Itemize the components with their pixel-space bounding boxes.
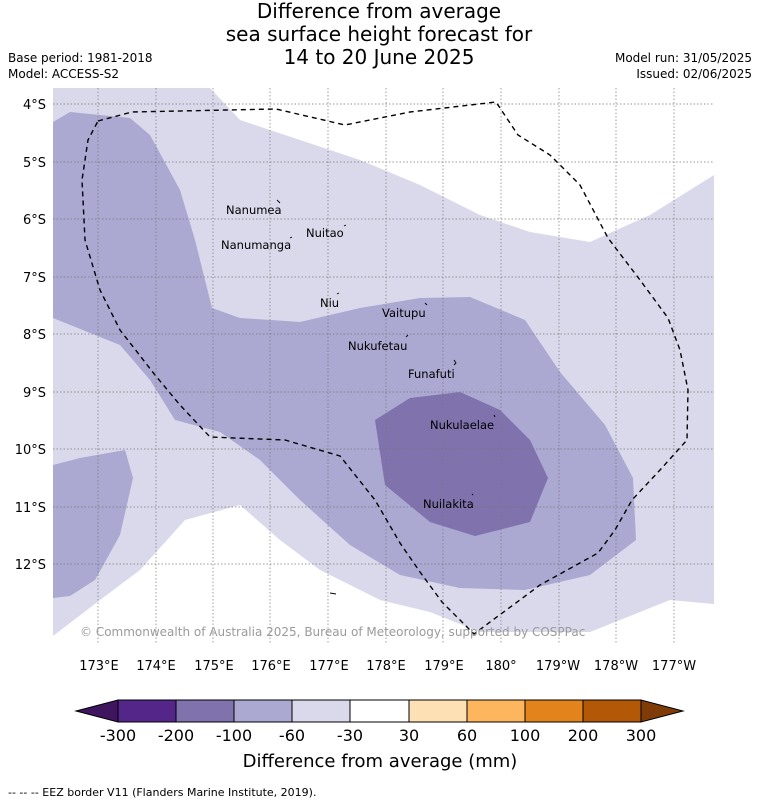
place-label: Nanumea	[226, 203, 282, 217]
lat-label: 8°S	[23, 328, 46, 343]
lon-label: 177°W	[652, 659, 696, 674]
lon-label: 176°E	[251, 659, 291, 674]
model-run: Model run: 31/05/2025	[614, 51, 752, 65]
place-label: Nukufetau	[348, 339, 407, 353]
colorbar-swatch	[117, 699, 177, 723]
issued-date: Issued: 02/06/2025	[636, 67, 752, 81]
colorbar-tick: -60	[279, 726, 305, 745]
lon-label: 180°	[485, 659, 516, 674]
colorbar-title: Difference from average (mm)	[243, 751, 518, 772]
colorbar-swatch	[349, 699, 410, 723]
contour-band-minus100-sw	[53, 450, 133, 598]
lat-label: 7°S	[23, 271, 46, 286]
place-label: Nuitao	[306, 226, 344, 240]
title-line-1: Difference from average	[256, 0, 502, 23]
meta-left: Base period: 1981-2018 Model: ACCESS-S2	[8, 50, 153, 82]
eez-border	[81, 101, 689, 635]
lat-label: 9°S	[23, 386, 46, 401]
colorbar-tick: -30	[337, 726, 363, 745]
lat-label: 4°S	[23, 98, 46, 113]
lat-label: 5°S	[23, 156, 46, 171]
lon-label: 175°E	[194, 659, 234, 674]
place-label: Vaitupu	[382, 306, 426, 320]
lat-label: 10°S	[15, 443, 46, 458]
colorbar-tick: -300	[100, 726, 136, 745]
lon-label: 178°W	[594, 659, 638, 674]
colorbar-swatch	[408, 699, 468, 723]
contour-band-minus200	[375, 392, 548, 536]
map-title: Difference from average sea surface heig…	[0, 0, 758, 69]
colorbar-swatch	[74, 699, 119, 723]
colorbar-tick: 60	[457, 726, 477, 745]
place-label: Niu	[320, 296, 339, 310]
lon-label: 179°E	[424, 659, 464, 674]
lon-label: 177°E	[309, 659, 349, 674]
colorbar-swatch	[466, 699, 526, 723]
colorbar-tick: 200	[568, 726, 599, 745]
place-label: Nuilakita	[423, 497, 474, 511]
model-name: Model: ACCESS-S2	[8, 67, 120, 81]
lon-label: 173°E	[79, 659, 119, 674]
eez-footnote: -- -- -- EEZ border V11 (Flanders Marine…	[8, 786, 317, 799]
colorbar-swatch	[291, 699, 351, 723]
lat-label: 11°S	[15, 501, 46, 516]
colorbar-tick: -100	[216, 726, 252, 745]
lat-label: 6°S	[23, 213, 46, 228]
longitude-labels: 173°E 174°E 175°E 176°E 177°E 178°E 179°…	[79, 659, 696, 674]
place-labels: Nanumea Nuitao Nanumanga Niu Vaitupu Nuk…	[221, 203, 494, 511]
colorbar-swatch	[582, 699, 642, 723]
colorbar-tick-labels: -300 -200 -100 -60 -30 30 60 100 200 300	[100, 726, 656, 745]
place-label: Nanumanga	[221, 238, 291, 252]
grid-lines	[53, 88, 714, 644]
island-markers	[276, 199, 496, 595]
copyright-credit: © Commonwealth of Australia 2025, Bureau…	[80, 625, 585, 639]
title-line-2: sea surface height forecast for	[225, 22, 533, 46]
lon-label: 178°E	[366, 659, 406, 674]
lon-label: 174°E	[136, 659, 176, 674]
colorbar-tick: -200	[158, 726, 194, 745]
latitude-labels: 4°S 5°S 6°S 7°S 8°S 9°S 10°S 11°S 12°S	[15, 98, 46, 573]
colorbar-swatch	[175, 699, 235, 723]
colorbar-tick: 300	[626, 726, 657, 745]
lon-label: 179°W	[536, 659, 580, 674]
colorbar-tick: 100	[510, 726, 541, 745]
anomaly-contours	[53, 88, 714, 636]
colorbar-swatch	[640, 699, 685, 723]
place-label: Funafuti	[408, 367, 455, 381]
lat-label: 12°S	[15, 558, 46, 573]
base-period: Base period: 1981-2018	[8, 51, 153, 65]
colorbar-swatch	[524, 699, 584, 723]
meta-right: Model run: 31/05/2025 Issued: 02/06/2025	[615, 50, 752, 82]
title-line-3: 14 to 20 June 2025	[283, 45, 475, 69]
colorbar	[74, 699, 685, 723]
colorbar-tick: 30	[399, 726, 419, 745]
colorbar-swatch	[233, 699, 293, 723]
place-label: Nukulaelae	[430, 418, 494, 432]
